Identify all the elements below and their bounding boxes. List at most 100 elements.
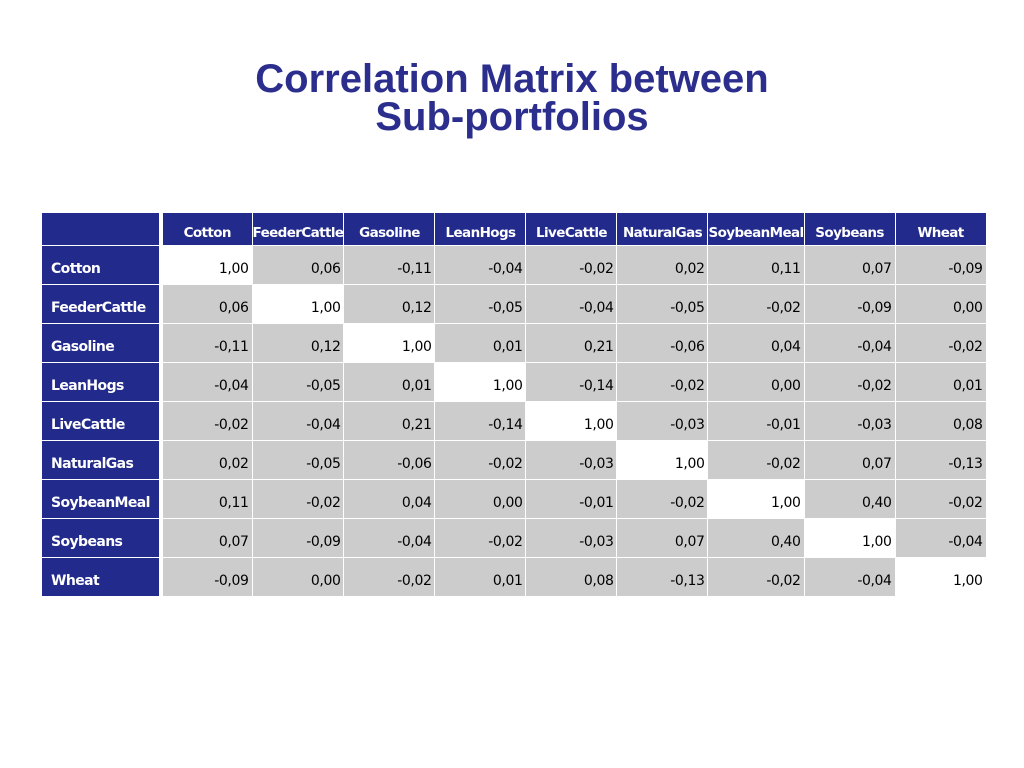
correlation-cell: 0,00	[707, 362, 805, 402]
table-row: Soybeans 0,07 -0,09 -0,04 -0,02 -0,03 0,07 0,40…	[42, 518, 987, 558]
column-header: NaturalGas	[616, 213, 709, 246]
diagonal-cell: 1,00	[616, 440, 709, 480]
row-header: Soybeans	[42, 518, 163, 558]
correlation-cell: -0,02	[707, 284, 805, 324]
correlation-cell: 0,01	[434, 323, 527, 363]
corner-cell	[42, 213, 163, 246]
correlation-cell: -0,02	[895, 479, 987, 519]
correlation-cell: -0,06	[343, 440, 436, 480]
correlation-cell: -0,04	[434, 245, 527, 285]
correlation-cell: -0,02	[525, 245, 618, 285]
correlation-cell: -0,11	[161, 323, 253, 363]
correlation-cell: 0,12	[343, 284, 436, 324]
correlation-cell: 0,08	[525, 557, 618, 597]
diagonal-cell: 1,00	[252, 284, 345, 324]
row-header: LiveCattle	[42, 401, 163, 441]
correlation-cell: 0,00	[895, 284, 987, 324]
correlation-matrix-table: Cotton FeederCattle Gasoline LeanHogs Li…	[42, 213, 987, 597]
column-header: Soybeans	[804, 213, 896, 246]
correlation-cell: -0,03	[525, 440, 618, 480]
diagonal-cell: 1,00	[895, 557, 987, 597]
correlation-cell: 0,04	[343, 479, 436, 519]
correlation-cell: -0,02	[616, 362, 709, 402]
correlation-cell: 0,01	[895, 362, 987, 402]
correlation-cell: -0,04	[252, 401, 345, 441]
correlation-cell: -0,13	[895, 440, 987, 480]
row-header: Cotton	[42, 245, 163, 285]
correlation-cell: -0,03	[525, 518, 618, 558]
correlation-cell: 0,21	[343, 401, 436, 441]
row-header: LeanHogs	[42, 362, 163, 402]
diagonal-cell: 1,00	[434, 362, 527, 402]
diagonal-cell: 1,00	[343, 323, 436, 363]
correlation-cell: -0,14	[434, 401, 527, 441]
column-header: FeederCattle	[252, 213, 345, 246]
correlation-cell: -0,11	[343, 245, 436, 285]
correlation-cell: -0,05	[252, 362, 345, 402]
table-row: Wheat -0,09 0,00 -0,02 0,01 0,08 -0,13 -0,02 -0,…	[42, 557, 987, 597]
correlation-cell: -0,04	[804, 557, 896, 597]
table-row: NaturalGas 0,02 -0,05 -0,06 -0,02 -0,03 1,00 -0…	[42, 440, 987, 480]
correlation-cell: -0,09	[895, 245, 987, 285]
correlation-cell: -0,02	[707, 440, 805, 480]
correlation-cell: 0,02	[616, 245, 709, 285]
diagonal-cell: 1,00	[804, 518, 896, 558]
diagonal-cell: 1,00	[161, 245, 253, 285]
table-row: SoybeanMeal 0,11 -0,02 0,04 0,00 -0,01 -0,02 1,…	[42, 479, 987, 519]
column-header: Cotton	[161, 213, 253, 246]
correlation-cell: -0,05	[616, 284, 709, 324]
correlation-cell: -0,02	[895, 323, 987, 363]
correlation-cell: -0,09	[161, 557, 253, 597]
correlation-cell: 0,21	[525, 323, 618, 363]
column-header: LiveCattle	[525, 213, 618, 246]
correlation-cell: -0,01	[525, 479, 618, 519]
correlation-cell: -0,04	[343, 518, 436, 558]
correlation-cell: 0,07	[804, 245, 896, 285]
row-header: NaturalGas	[42, 440, 163, 480]
correlation-cell: 0,01	[343, 362, 436, 402]
correlation-cell: 0,11	[161, 479, 253, 519]
correlation-cell: 0,00	[252, 557, 345, 597]
table-row: Cotton 1,00 0,06 -0,11 -0,04 -0,02 0,02 0,11 0,0…	[42, 245, 987, 285]
column-header: SoybeanMeal	[707, 213, 805, 246]
header-row: Cotton FeederCattle Gasoline LeanHogs Li…	[42, 213, 987, 246]
correlation-cell: 0,07	[161, 518, 253, 558]
correlation-cell: -0,04	[161, 362, 253, 402]
row-header: SoybeanMeal	[42, 479, 163, 519]
correlation-cell: -0,13	[616, 557, 709, 597]
correlation-cell: 0,11	[707, 245, 805, 285]
title-line-2: Sub-portfolios	[375, 95, 649, 139]
page-title: Correlation Matrix between Sub-portfolio…	[0, 59, 1024, 139]
correlation-cell: 0,06	[161, 284, 253, 324]
column-header: Gasoline	[343, 213, 436, 246]
correlation-cell: 0,40	[804, 479, 896, 519]
correlation-cell: 0,01	[434, 557, 527, 597]
correlation-cell: -0,02	[616, 479, 709, 519]
correlation-cell: 0,00	[434, 479, 527, 519]
correlation-cell: -0,02	[707, 557, 805, 597]
column-header: Wheat	[895, 213, 987, 246]
table-row: Gasoline -0,11 0,12 1,00 0,01 0,21 -0,06 0,04 -0…	[42, 323, 987, 363]
row-header: Gasoline	[42, 323, 163, 363]
correlation-cell: -0,03	[804, 401, 896, 441]
correlation-cell: -0,02	[434, 440, 527, 480]
correlation-cell: 0,06	[252, 245, 345, 285]
row-header: Wheat	[42, 557, 163, 597]
correlation-cell: -0,14	[525, 362, 618, 402]
correlation-cell: -0,02	[161, 401, 253, 441]
correlation-cell: 0,04	[707, 323, 805, 363]
column-header: LeanHogs	[434, 213, 527, 246]
correlation-cell: 0,07	[804, 440, 896, 480]
correlation-cell: -0,05	[252, 440, 345, 480]
correlation-cell: 0,40	[707, 518, 805, 558]
correlation-cell: -0,02	[804, 362, 896, 402]
correlation-cell: -0,01	[707, 401, 805, 441]
table-row: FeederCattle 0,06 1,00 0,12 -0,05 -0,04 -0,05-…	[42, 284, 987, 324]
correlation-cell: 0,08	[895, 401, 987, 441]
correlation-cell: -0,04	[525, 284, 618, 324]
correlation-cell: -0,09	[804, 284, 896, 324]
row-header: FeederCattle	[42, 284, 163, 324]
diagonal-cell: 1,00	[707, 479, 805, 519]
correlation-cell: 0,02	[161, 440, 253, 480]
correlation-cell: -0,09	[252, 518, 345, 558]
